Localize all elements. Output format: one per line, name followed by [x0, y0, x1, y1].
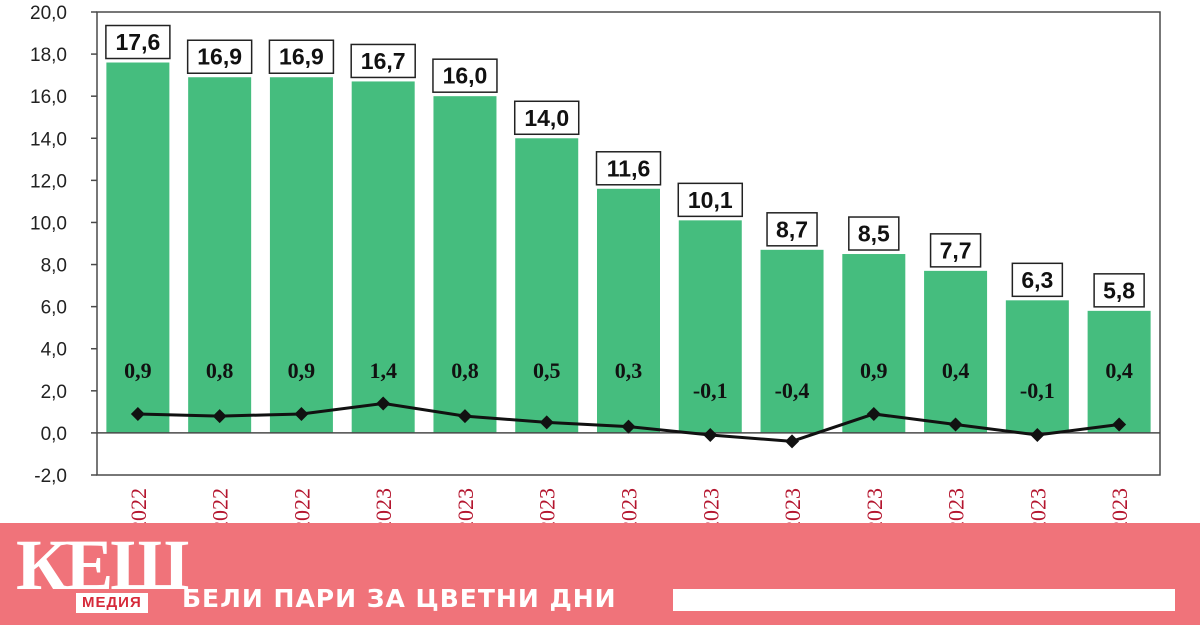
bar-value-label: 16,9	[197, 44, 242, 70]
bar[interactable]	[924, 270, 988, 433]
line-value-label: -0,1	[1020, 378, 1055, 403]
line-point[interactable]	[621, 419, 636, 434]
bar[interactable]	[351, 81, 415, 433]
bar[interactable]	[1005, 300, 1069, 433]
y-tick-label: 10,0	[30, 213, 67, 234]
line-value-label: 0,3	[615, 358, 643, 383]
y-tick-label: 8,0	[41, 256, 67, 277]
bar-value-box	[929, 233, 982, 268]
line-point[interactable]	[1030, 428, 1045, 443]
bar-value-box	[432, 58, 498, 93]
bar-value-box	[766, 212, 818, 247]
bar[interactable]	[1087, 310, 1151, 433]
bar-value-box	[268, 39, 335, 74]
y-tick-label: 4,0	[41, 340, 67, 361]
brand-logo[interactable]: КЕШ	[16, 525, 189, 605]
y-tick-label: 12,0	[30, 171, 67, 192]
bar[interactable]	[188, 77, 252, 433]
brand-banner: КЕШ МЕДИЯ БЕЛИ ПАРИ ЗА ЦВЕТНИ ДНИ	[0, 523, 1200, 625]
brand-slogan: БЕЛИ ПАРИ ЗА ЦВЕТНИ ДНИ	[182, 584, 617, 613]
line-point[interactable]	[703, 428, 718, 443]
line-point[interactable]	[948, 417, 963, 432]
bar[interactable]	[842, 254, 906, 433]
y-tick-label: 16,0	[30, 87, 67, 108]
y-tick-label: -2,0	[34, 466, 67, 487]
line-value-label: 0,9	[288, 358, 316, 383]
line-value-label: 0,4	[1105, 358, 1133, 383]
bar-value-label: 5,8	[1103, 277, 1135, 303]
y-tick-label: 18,0	[30, 45, 67, 66]
line-value-label: 0,9	[860, 358, 888, 383]
bar[interactable]	[433, 96, 497, 433]
line-point[interactable]	[1112, 417, 1127, 432]
bar-value-box	[677, 182, 744, 218]
bar-value-box	[848, 216, 900, 251]
bar-value-label: 11,6	[607, 155, 651, 181]
bar-value-box	[186, 39, 253, 74]
bar-value-label: 16,9	[279, 44, 324, 70]
bar-value-label: 17,6	[116, 29, 161, 55]
bar[interactable]	[515, 138, 579, 433]
banner-strip	[673, 589, 1175, 611]
line-point[interactable]	[376, 396, 391, 411]
line-point[interactable]	[130, 406, 145, 421]
bar-value-label: 14,0	[524, 105, 569, 131]
bar[interactable]	[597, 188, 660, 433]
bar-value-box	[1011, 262, 1064, 298]
line-point[interactable]	[212, 409, 227, 424]
y-tick-label: 14,0	[30, 129, 67, 150]
y-tick-label: 20,0	[30, 3, 67, 24]
bar-value-box	[595, 151, 662, 186]
line-point[interactable]	[457, 409, 472, 424]
line-point[interactable]	[539, 415, 554, 430]
bar-value-label: 8,7	[776, 216, 808, 242]
bar-value-box	[350, 43, 416, 79]
bar-value-label: 16,7	[361, 48, 406, 74]
bar-value-label: 10,1	[688, 187, 733, 213]
bar-value-label: 7,7	[940, 237, 972, 263]
line-point[interactable]	[294, 406, 309, 421]
line-value-label: 0,8	[451, 358, 479, 383]
y-tick-label: 0,0	[41, 424, 67, 445]
bar-value-label: 16,0	[443, 63, 488, 89]
bar[interactable]	[760, 249, 824, 433]
line-point[interactable]	[866, 406, 881, 421]
bar[interactable]	[269, 77, 333, 433]
line-value-label: 0,4	[942, 358, 970, 383]
line-value-label: -0,4	[775, 378, 810, 403]
bar-value-label: 6,3	[1021, 267, 1053, 293]
bar-value-box	[513, 100, 580, 136]
y-tick-label: 2,0	[41, 382, 67, 403]
line-value-label: -0,1	[693, 378, 728, 403]
line-value-label: 0,5	[533, 358, 561, 383]
line-value-label: 0,9	[124, 358, 152, 383]
brand-logo-subtitle: МЕДИЯ	[76, 593, 148, 613]
plot-frame	[96, 11, 1161, 476]
bar-value-box	[105, 24, 171, 60]
y-tick-label: 6,0	[41, 298, 67, 319]
bar[interactable]	[678, 220, 742, 433]
bar[interactable]	[106, 62, 170, 433]
line-value-label: 0,8	[206, 358, 234, 383]
bar-value-box	[1093, 273, 1145, 308]
line-value-label: 1,4	[369, 358, 397, 383]
bar-value-label: 8,5	[858, 221, 890, 247]
line-point[interactable]	[785, 434, 800, 449]
